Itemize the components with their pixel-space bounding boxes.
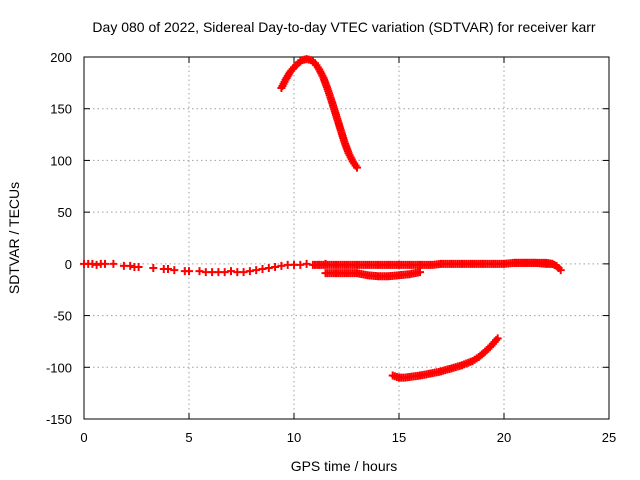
chart-title: Day 080 of 2022, Sidereal Day-to-day VTE… bbox=[92, 19, 595, 35]
data-point bbox=[227, 267, 235, 276]
grid bbox=[84, 57, 609, 419]
data-point bbox=[245, 267, 254, 276]
data-point bbox=[170, 266, 179, 275]
x-tick-label: 20 bbox=[497, 430, 511, 445]
data-point bbox=[252, 266, 261, 275]
data-point bbox=[101, 259, 109, 268]
y-tick-label: 0 bbox=[65, 257, 72, 272]
y-axis-label: SDTVAR / TECUs bbox=[6, 182, 22, 294]
y-tick-label: -100 bbox=[46, 360, 72, 375]
data-point bbox=[164, 265, 172, 274]
data-point bbox=[416, 268, 424, 277]
y-tick-label: 200 bbox=[50, 50, 72, 65]
data-point bbox=[277, 261, 286, 270]
y-tick-label: -150 bbox=[46, 412, 72, 427]
data-point bbox=[239, 268, 248, 277]
data-point bbox=[264, 263, 273, 272]
x-tick-label: 0 bbox=[80, 430, 87, 445]
x-tick-label: 25 bbox=[602, 430, 616, 445]
data-point bbox=[302, 259, 311, 268]
data-point bbox=[92, 260, 101, 269]
data-point bbox=[271, 262, 280, 271]
plot-frame bbox=[83, 56, 610, 420]
data-point bbox=[126, 261, 135, 270]
data-point bbox=[353, 163, 361, 172]
data-point bbox=[493, 334, 502, 343]
data-point bbox=[556, 266, 565, 275]
data-point bbox=[185, 267, 193, 276]
axis-ticks: 0 5 10 15 20 25 -150 -100 -50 0 50 100 150 200 bbox=[46, 50, 616, 445]
y-tick-label: -50 bbox=[53, 309, 72, 324]
data-point bbox=[220, 268, 229, 277]
x-tick-label: 10 bbox=[287, 430, 301, 445]
y-tick-label: 150 bbox=[50, 102, 72, 117]
x-tick-label: 15 bbox=[392, 430, 406, 445]
data-point bbox=[149, 263, 158, 272]
x-tick-label: 5 bbox=[185, 430, 192, 445]
data-point bbox=[258, 265, 267, 274]
data-point bbox=[195, 267, 204, 276]
x-axis-label: GPS time / hours bbox=[291, 458, 398, 474]
data-point bbox=[134, 262, 143, 271]
y-tick-label: 50 bbox=[58, 205, 72, 220]
data-point bbox=[88, 259, 97, 268]
data-point bbox=[109, 259, 118, 268]
y-tick-label: 100 bbox=[50, 153, 72, 168]
data-point bbox=[296, 260, 305, 269]
data-points bbox=[80, 55, 565, 382]
